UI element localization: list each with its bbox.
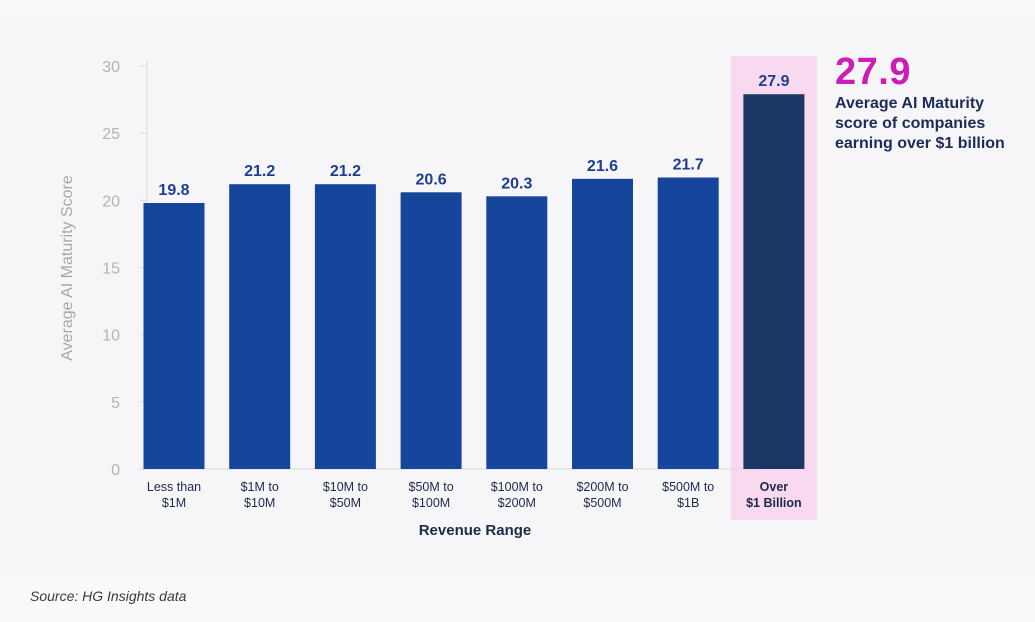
source-note: Source: HG Insights data [30, 588, 187, 604]
category-label: $200M [498, 496, 536, 510]
bar [229, 184, 291, 470]
y-tick-label: 25 [102, 126, 120, 143]
bar-value-label: 19.8 [158, 182, 189, 199]
y-tick-label: 5 [111, 395, 120, 412]
bar [572, 178, 633, 469]
category-label: $1M to [241, 480, 279, 494]
y-axis-title: Average AI Maturity Score [59, 175, 76, 361]
bars [143, 94, 805, 470]
category-label: Over [760, 480, 789, 494]
category-label: $200M to [576, 480, 628, 494]
y-tick-label: 0 [111, 462, 120, 479]
bar [400, 192, 462, 470]
bar [486, 196, 548, 469]
y-tick-label: 15 [102, 261, 120, 278]
bar-value-label: 21.2 [244, 163, 275, 180]
bar-value-label: 21.6 [587, 158, 618, 175]
x-axis-categories: Less than $1M $1M to $10M $10M to $50M $50M to… [147, 480, 802, 510]
bar-value-label: 21.2 [330, 163, 361, 180]
category-label: $10M to [323, 480, 368, 494]
y-tick-label: 10 [102, 328, 120, 345]
x-axis-title: Revenue Range [419, 522, 532, 539]
y-tick-label: 30 [102, 59, 120, 76]
category-label: Less than [147, 480, 201, 494]
category-label: $10M [244, 496, 275, 510]
category-label: $500M to [662, 480, 714, 494]
category-label: $500M [583, 496, 621, 510]
bar [657, 177, 719, 469]
category-label: $50M [330, 496, 361, 510]
bar-value-label: 20.3 [501, 175, 532, 192]
category-label: $1B [677, 496, 699, 510]
data-labels: 19.8 21.2 21.2 20.6 20.3 21.6 21.7 27.9 [158, 73, 789, 199]
bar [143, 203, 205, 469]
bar-value-label: 21.7 [673, 156, 704, 173]
category-label: $1 Billion [746, 496, 802, 510]
callout-value: 27.9 [835, 51, 911, 93]
category-label: $1M [162, 496, 186, 510]
bar-value-label: 20.6 [416, 171, 447, 188]
y-tick-label: 20 [102, 193, 120, 210]
category-label: $100M [412, 496, 450, 510]
category-label: $50M to [409, 480, 454, 494]
bar [314, 184, 376, 470]
callout-text: Average AI Maturity score of companies e… [835, 95, 1005, 152]
bar-value-label: 27.9 [758, 73, 789, 90]
category-label: $100M to [491, 480, 543, 494]
callout: 27.9 Average AI Maturity score of compan… [835, 50, 1030, 154]
bar [743, 94, 805, 470]
